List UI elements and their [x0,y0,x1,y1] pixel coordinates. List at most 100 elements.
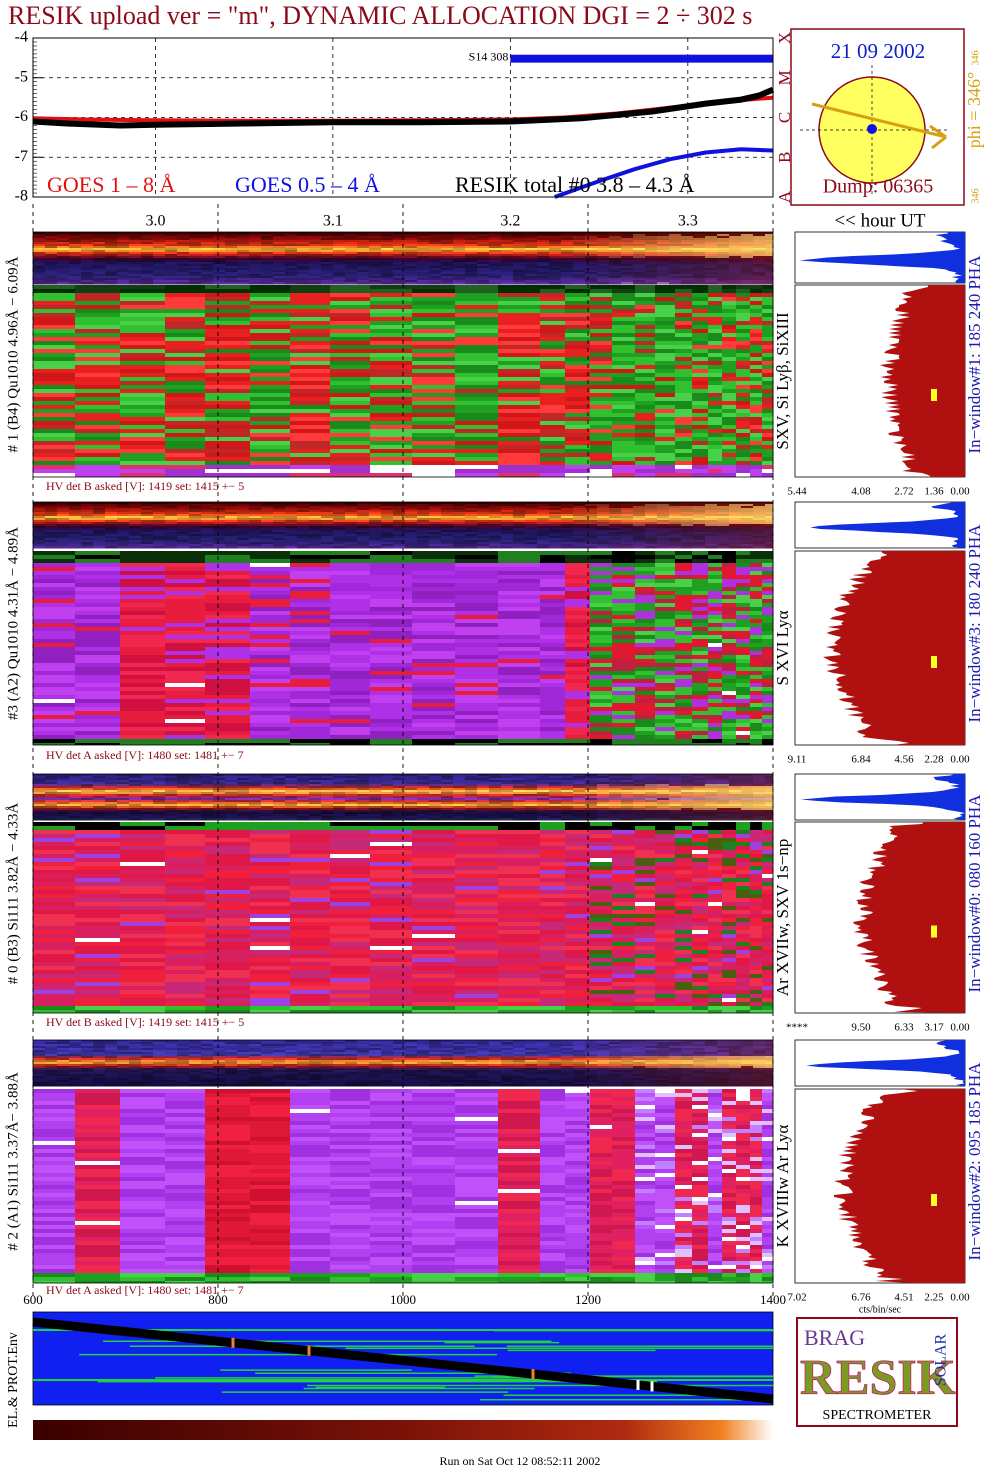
strip-cell [333,520,346,523]
spectrogram-cell [675,433,693,438]
spectrogram-cell [370,409,413,414]
spectrogram-cell [75,333,121,338]
strip-cell [129,528,142,531]
strip-cell [261,506,274,509]
spectrogram-cell [722,349,737,354]
strip-cell [45,232,58,235]
spectrogram-cell [120,441,166,446]
spectrogram-cell [612,429,636,434]
spectrogram-cell [412,425,456,430]
strip-cell [609,532,622,535]
strip-cell [405,262,418,265]
strip-cell [561,504,574,507]
spectrogram-cell [635,575,656,580]
strip-cell [729,534,742,537]
strip-cell [225,542,238,545]
strip-cell [573,522,586,525]
strip-cell [345,544,358,547]
strip-cell [585,246,598,249]
strip-cell [285,522,298,525]
strip-cell [153,542,166,545]
spectrogram-cell [250,329,291,334]
strip-cell [381,264,394,267]
strip-cell [441,272,454,275]
strip-cell [741,264,754,267]
strip-cell [273,234,286,237]
strip-cell [753,240,766,243]
spectrogram-cell [498,437,541,442]
spectrogram-cell [205,401,251,406]
strip-cell [693,534,706,537]
spectrogram-cell [635,369,656,374]
spectrogram-cell [708,405,723,410]
spectrogram-cell [33,651,76,656]
spectrogram-cell [692,433,709,438]
strip-cell [453,232,466,235]
spectrogram-cell [655,595,676,600]
strip-cell [321,236,334,239]
strip-cell [489,278,502,281]
spectrogram-cell [565,333,591,338]
strip-cell [141,236,154,239]
strip-cell [717,280,730,283]
spectrogram-cell [120,393,166,398]
strip-cell [93,282,106,285]
spectrogram-cell [675,631,693,636]
spectrogram-cell [290,615,331,620]
strip-cell [213,544,226,547]
strip-cell [69,544,82,547]
spectrogram-cell [675,583,693,588]
strip-cell [501,236,514,239]
strip-cell [717,236,730,239]
spectrogram-cell [540,285,566,290]
strip-cell [609,518,622,521]
strip-cell [741,528,754,531]
spectrogram-cell [290,285,331,290]
spectrogram-cell [762,389,774,394]
spectrogram-cell [655,583,676,588]
strip-cell [213,516,226,519]
strip-cell [765,256,773,259]
strip-cell [465,530,478,533]
strip-cell [513,262,526,265]
strip-cell [69,260,82,263]
spectrogram-cell [455,345,499,350]
strip-cell [153,238,166,241]
strip-cell [333,528,346,531]
spectrogram-cell [722,309,737,314]
strip-cell [57,542,70,545]
strip-cell [465,502,478,505]
strip-cell [297,528,310,531]
strip-cell [417,248,430,251]
spectrogram-cell [590,579,613,584]
strip-cell [273,280,286,283]
spectrogram-cell [612,425,636,430]
strip-cell [345,248,358,251]
strip-cell [57,524,70,527]
strip-cell [573,544,586,547]
spectrogram-cell [612,607,636,612]
spectrogram-cell [412,405,456,410]
spectrogram-cell [692,595,709,600]
strip-cell [465,546,478,549]
spectrogram-cell [565,389,591,394]
strip-cell [669,266,682,269]
strip-cell [681,252,694,255]
spectrogram-cell [708,579,723,584]
strip-cell [213,518,226,521]
strip-cell [225,266,238,269]
strip-cell [705,268,718,271]
spectrogram-cell [612,357,636,362]
strip-cell [441,520,454,523]
strip-cell [213,534,226,537]
spectrogram-cell [675,289,693,294]
spectrogram-cell [675,623,693,628]
strip-cell [297,524,310,527]
strip-cell [45,234,58,237]
strip-cell [765,262,773,265]
sun-date: 21 09 2002 [831,39,926,63]
strip-cell [453,278,466,281]
strip-cell [297,282,310,285]
spectrogram-cell [722,437,737,442]
